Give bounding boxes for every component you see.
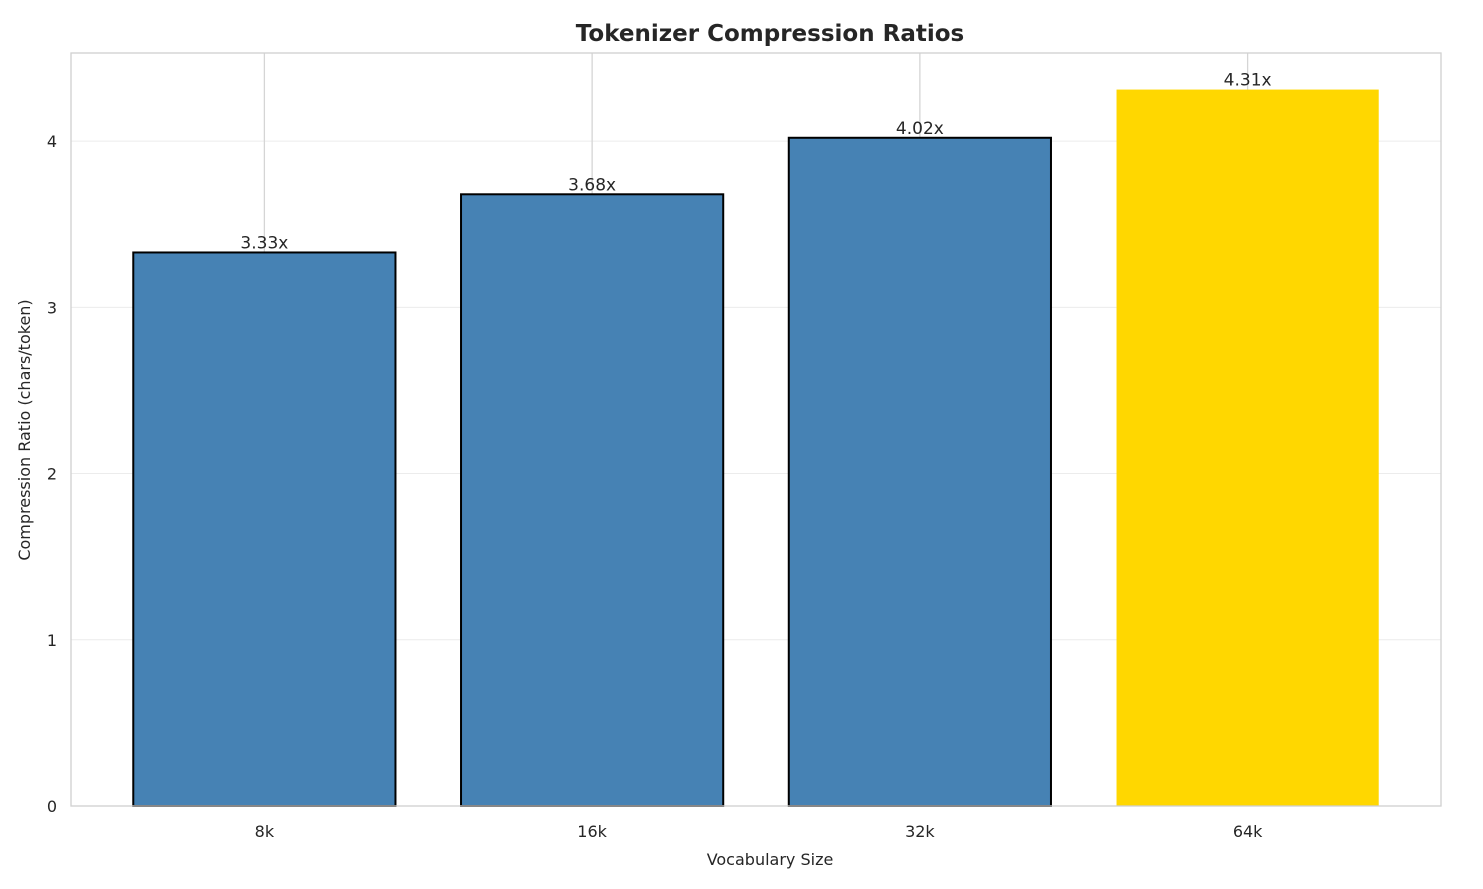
y-tick-label: 0: [47, 797, 57, 816]
x-tick-label: 8k: [255, 822, 275, 841]
plot-frame: [70, 52, 1442, 807]
data-label: 3.68x: [568, 175, 616, 195]
data-label: 3.33x: [240, 233, 288, 253]
chart-title: Tokenizer Compression Ratios: [576, 21, 964, 47]
data-label: 4.02x: [896, 119, 944, 139]
y-tick-label: 1: [47, 631, 57, 650]
x-axis-label: Vocabulary Size: [707, 850, 834, 869]
x-tick-label: 16k: [577, 822, 607, 841]
bar-64k: [1116, 89, 1379, 807]
x-tick-label: 32k: [905, 822, 935, 841]
bar-32k: [787, 136, 1052, 807]
y-tick-label: 4: [47, 132, 57, 151]
bar-16k: [460, 193, 725, 808]
y-axis-label: Compression Ratio (chars/token): [15, 299, 34, 560]
y-tick-label: 2: [47, 465, 57, 484]
data-label: 4.31x: [1224, 71, 1272, 91]
bar-8k: [132, 251, 397, 807]
x-tick-label: 64k: [1233, 822, 1263, 841]
y-tick-label: 3: [47, 298, 57, 317]
